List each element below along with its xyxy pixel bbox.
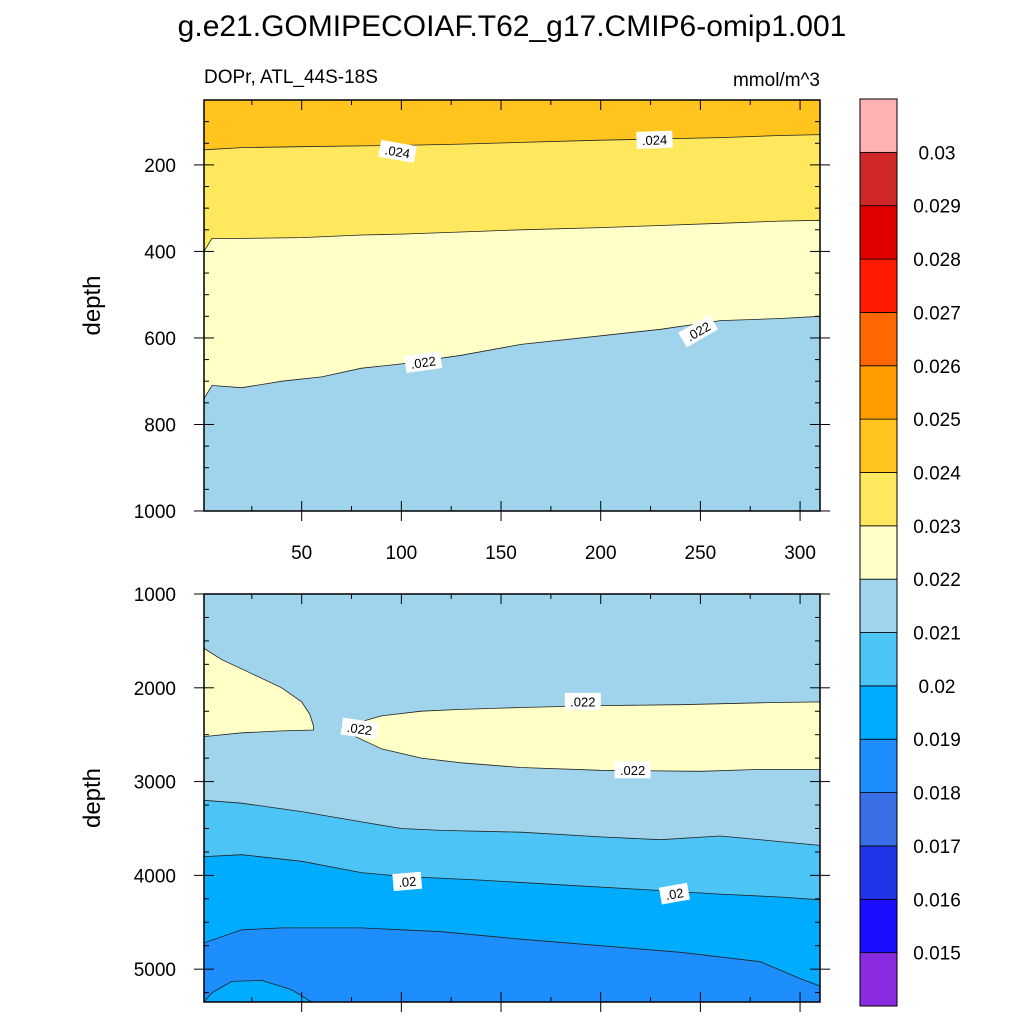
y-tick-label: 600: [144, 329, 176, 350]
x-tick-label: 100: [386, 543, 418, 564]
x-tick-label: 300: [784, 543, 816, 564]
contour-fills: [204, 594, 820, 1002]
colorbar-label: 0.028: [913, 250, 961, 271]
contour-label-group: .024: [378, 139, 417, 163]
colorbar-swatch: [859, 312, 898, 367]
contour-label-group: .022: [404, 351, 443, 374]
colorbar-swatch: [859, 792, 898, 847]
contour-labels: .022 .022 .022 .02 .02: [340, 692, 690, 905]
colorbar-swatch: [859, 365, 898, 420]
contour-label: .022: [620, 763, 645, 778]
x-tick-label: 50: [291, 543, 312, 564]
colorbar-swatch: [859, 738, 898, 793]
contour-fills: [204, 100, 820, 511]
colorbar-swatch: [859, 98, 898, 153]
subtitle-variable-region: DOPr, ATL_44S-18S: [204, 67, 378, 88]
plot-frame: [203, 99, 821, 512]
y-tick-label: 1000: [134, 502, 176, 523]
y-tick-label: 2000: [134, 679, 176, 700]
colorbar-label: 0.023: [913, 517, 961, 538]
colorbar-swatch: [859, 898, 898, 954]
contour-label: .022: [410, 353, 437, 371]
contour-label-bg: [658, 882, 690, 905]
colorbar-swatch: [859, 578, 898, 633]
contour-label-group: .02: [392, 871, 423, 892]
y-tick-label: 200: [144, 156, 176, 177]
lower-depth-panel: 10002000300040005000depth.022.022.022.02…: [79, 585, 830, 1012]
colorbar-label: 0.026: [913, 357, 961, 378]
axes: 50 100 150 200 250 300 200 400 600 800 1000 depth: [79, 99, 830, 564]
colorbar-label: 0.02: [919, 677, 956, 698]
colorbar: 0.015 0.016 0.017 0.018 0.019 0.02 0.021 0.022 0…: [859, 98, 961, 1007]
y-tick-label: 1000: [134, 585, 176, 606]
colorbar-swatch: [859, 685, 898, 740]
contour-region-1-1: [340, 701, 820, 772]
colorbar-swatch: [859, 258, 898, 313]
y-axis-label: depth: [79, 768, 106, 828]
colorbar-label: 0.016: [913, 890, 961, 911]
colorbar-label: 0.03: [919, 143, 956, 164]
colorbar-swatch: [859, 952, 898, 1007]
contour-label-bg: [614, 761, 651, 779]
contour-label-bg: [564, 692, 601, 710]
colorbar-label: 0.015: [913, 944, 961, 965]
colorbar-swatch: [859, 151, 898, 207]
contour-label: .022: [570, 694, 595, 709]
colorbar-label: 0.021: [913, 624, 961, 645]
contour-label-group: .022: [340, 717, 379, 740]
contour-label-bg: [340, 717, 379, 740]
colorbar-swatch: [859, 418, 898, 473]
figure-title: g.e21.GOMIPECOIAF.T62_g17.CMIP6-omip1.00…: [178, 10, 847, 43]
colorbar-swatch: [859, 205, 898, 260]
colorbar-label: 0.025: [913, 410, 961, 431]
colorbar-label: 0.024: [913, 464, 961, 485]
contour-label: .024: [384, 142, 412, 161]
contour-label-bg: [404, 351, 443, 374]
contour-label-bg: [378, 139, 417, 163]
y-tick-label: 800: [144, 415, 176, 436]
x-tick-label: 200: [585, 543, 617, 564]
y-tick-label: 3000: [134, 773, 176, 794]
colorbar-frame: [859, 98, 898, 1007]
x-tick-label: 150: [485, 543, 517, 564]
contour-region-1-4: [204, 927, 820, 1002]
colorbar-swatch: [859, 845, 898, 900]
colorbar-label: 0.022: [913, 570, 961, 591]
colorbar-label: 0.018: [913, 784, 961, 805]
y-axis-label: depth: [79, 275, 106, 335]
subtitle-units: mmol/m^3: [733, 70, 820, 91]
colorbar-label: 0.019: [913, 730, 961, 751]
contour-label-group: .022: [614, 761, 651, 779]
contour-label: .02: [664, 885, 684, 903]
contour-label-group: .02: [658, 882, 690, 905]
contour-label: .024: [642, 132, 668, 148]
upper-depth-panel: 50 100 150 200 250 300 200 400 600 800 1000 depth .0…: [79, 99, 830, 564]
contour-label-group: .022: [564, 692, 601, 710]
contour-region-1-5: [204, 979, 313, 1002]
contour-label-group: .024: [636, 130, 673, 149]
y-tick-label: 400: [144, 242, 176, 263]
axes: 1000 2000 3000 4000 5000 depth: [79, 585, 830, 1012]
plot-frame: [203, 593, 821, 1003]
contour-label-bg: [392, 871, 423, 892]
contour-label: .022: [346, 720, 373, 738]
contour-label-bg: [636, 130, 673, 149]
colorbar-label: 0.027: [913, 303, 961, 324]
contour-region-0-3: [204, 315, 820, 511]
contour-label-bg: [678, 314, 718, 348]
colorbar-swatch: [859, 632, 898, 687]
colorbar-label: 0.029: [913, 197, 961, 218]
contour-region-1-0: [204, 647, 314, 738]
colorbar-swatch: [859, 525, 898, 580]
colorbar-label: 0.017: [913, 837, 961, 858]
y-tick-label: 5000: [134, 960, 176, 981]
colorbar-swatch: [859, 472, 898, 527]
x-tick-label: 250: [685, 543, 717, 564]
y-tick-label: 4000: [134, 866, 176, 887]
contour-label: .02: [398, 874, 417, 891]
